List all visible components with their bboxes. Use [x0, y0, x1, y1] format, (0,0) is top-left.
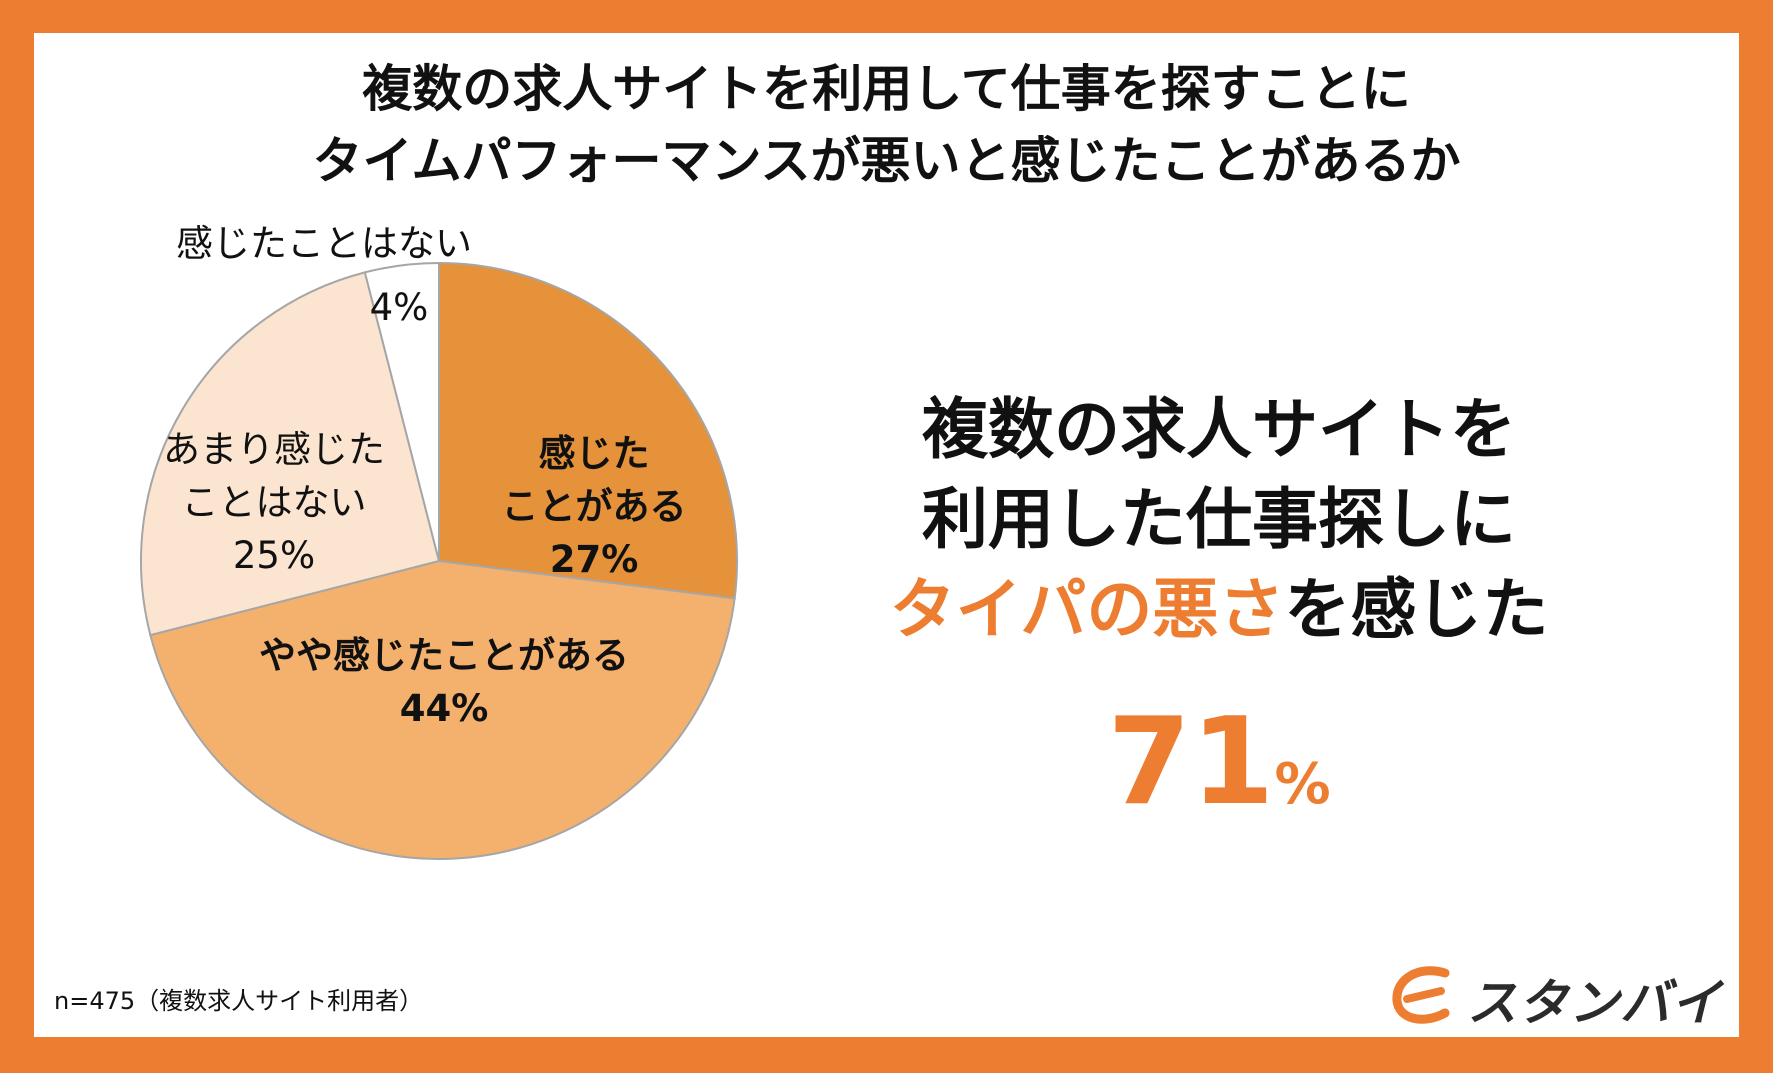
headline-percentage: 71%	[834, 688, 1604, 838]
slice-label-nai-percent: 4%	[369, 286, 429, 329]
slice-label-kanjita: 感じた ことがある 27%	[464, 427, 724, 586]
slice-label-amari-percent: 25%	[232, 534, 316, 577]
slice-label-amari-line-1: あまり感じた	[163, 428, 385, 471]
headline-unit: %	[1274, 752, 1331, 817]
content-panel: 複数の求人サイトを利用して仕事を探すことに タイムパフォーマンスが悪いと感じたこ…	[34, 33, 1739, 1037]
title-line-1: 複数の求人サイトを利用して仕事を探すことに	[362, 60, 1411, 118]
pie-slice-nai	[363, 261, 440, 562]
headline-line-2: 利用した仕事探しに	[922, 481, 1516, 558]
slice-label-yaya-line-1: やや感じたことがある	[259, 634, 629, 677]
headline-line-3: タイパの悪さを感じた	[834, 565, 1604, 655]
slice-label-nai-line-1: 感じたことはない	[176, 222, 472, 265]
headline-line-1: 複数の求人サイトを	[922, 391, 1516, 468]
headline-value: 71	[1107, 693, 1275, 832]
pie-slice-kanjita	[438, 261, 738, 600]
slice-label-kanjita-line-2: ことがある	[501, 485, 687, 528]
slice-label-kanjita-line-1: 感じた	[538, 432, 650, 475]
sample-size-note: n=475（複数求人サイト利用者）	[54, 987, 424, 1015]
slice-label-amari-line-2: ことはない	[181, 481, 367, 524]
chart-title: 複数の求人サイトを利用して仕事を探すことに タイムパフォーマンスが悪いと感じたこ…	[34, 53, 1739, 197]
headline-accent: タイパの悪さ	[889, 571, 1285, 648]
slice-label-yaya-percent: 44%	[399, 687, 489, 730]
slice-label-amari: あまり感じた ことはない 25%	[144, 423, 404, 582]
logo-mark-icon	[1392, 966, 1450, 1024]
slice-label-kanjita-percent: 27%	[549, 538, 639, 581]
slice-label-nai: 感じたことはない	[159, 217, 489, 270]
pie-slice-amari	[140, 271, 441, 637]
headline-rest: を感じた	[1284, 571, 1549, 648]
headline: 複数の求人サイトを 利用した仕事探しに タイパの悪さを感じた	[834, 385, 1604, 655]
standby-logo: スタンバイ	[1389, 961, 1739, 1032]
logo-text: スタンバイ	[1467, 974, 1722, 1032]
pie-slice-yaya	[149, 559, 736, 860]
slice-label-yaya: やや感じたことがある 44%	[214, 629, 674, 735]
pie-chart	[140, 261, 738, 860]
title-line-2: タイムパフォーマンスが悪いと感じたことがあるか	[312, 132, 1461, 190]
